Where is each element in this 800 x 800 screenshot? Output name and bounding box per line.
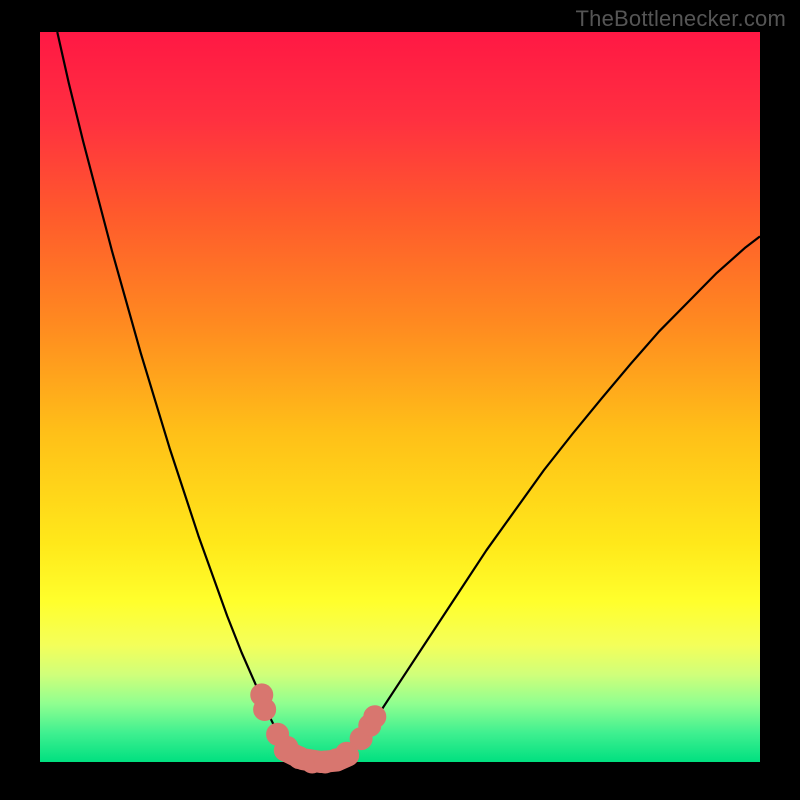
watermark-text: TheBottlenecker.com (576, 6, 786, 32)
data-marker (364, 706, 386, 728)
plot-background (40, 32, 760, 762)
data-marker (254, 698, 276, 720)
bottleneck-chart (0, 0, 800, 800)
